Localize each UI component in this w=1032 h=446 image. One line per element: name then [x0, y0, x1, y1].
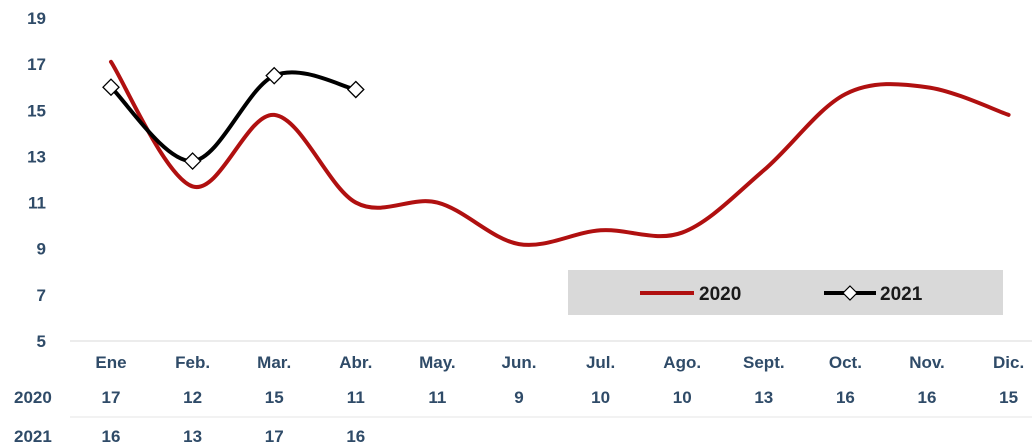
x-category-label: Jul.: [586, 353, 615, 372]
data-table-cell: 16: [836, 388, 855, 407]
data-table-row-label: 2021: [14, 427, 52, 446]
y-tick-label: 17: [27, 55, 46, 74]
data-point-2021: [102, 78, 120, 97]
data-table-row-label: 2020: [14, 388, 52, 407]
data-table-cell: 9: [514, 388, 523, 407]
x-category-label: May.: [419, 353, 456, 372]
data-table-cell: 17: [265, 427, 284, 446]
y-tick-label: 19: [27, 9, 46, 28]
x-category-label: Dic.: [993, 353, 1024, 372]
series-line-2020: [109, 59, 1011, 247]
data-table-cell: 15: [999, 388, 1018, 407]
data-table: 2020 17 12 15 11 11 9 10 10 13 16 16 15 2021 16 13 17 16: [14, 388, 1032, 446]
x-category-label: Sept.: [743, 353, 785, 372]
y-tick-label: 13: [27, 147, 46, 166]
data-table-cell: 10: [673, 388, 692, 407]
x-axis-categories: Ene Feb. Mar. Abr. May. Jun. Jul. Ago. Sept. Oct.…: [95, 353, 1024, 372]
data-table-cell: 13: [754, 388, 773, 407]
data-point-2021: [265, 66, 284, 85]
x-category-label: Ene: [95, 353, 126, 372]
x-category-label: Nov.: [909, 353, 945, 372]
data-table-cell: 15: [265, 388, 284, 407]
y-tick-label: 5: [37, 332, 46, 351]
legend-marker-2021: [842, 285, 858, 301]
y-tick-label: 9: [37, 240, 46, 259]
data-point-2021: [346, 80, 365, 99]
data-point-2021: [183, 152, 202, 170]
x-category-label: Feb.: [175, 353, 210, 372]
legend-label-2021: 2021: [880, 284, 923, 305]
data-table-cell: 17: [102, 388, 121, 407]
x-category-label: Oct.: [829, 353, 862, 372]
x-category-label: Mar.: [257, 353, 291, 372]
x-category-label: Jun.: [502, 353, 537, 372]
data-table-cell: 11: [347, 388, 365, 407]
data-table-cell: 12: [183, 388, 202, 407]
legend-box: [568, 270, 1003, 315]
x-category-label: Ago.: [663, 353, 701, 372]
series-line-2021: [109, 70, 358, 164]
y-axis: 19 17 15 13 11 9 7 5: [27, 9, 46, 351]
x-category-label: Abr.: [339, 353, 372, 372]
data-table-cell: 16: [346, 427, 365, 446]
y-tick-label: 7: [37, 286, 46, 305]
data-table-cell: 11: [428, 388, 446, 407]
data-table-cell: 13: [183, 427, 202, 446]
y-tick-label: 15: [27, 101, 46, 120]
data-table-cell: 10: [591, 388, 610, 407]
series-lines: [109, 59, 1011, 247]
data-table-cell: 16: [918, 388, 937, 407]
series-markers: [102, 66, 365, 170]
legend-label-2020: 2020: [699, 284, 741, 305]
y-tick-label: 11: [28, 194, 46, 213]
legend: 2020 2021: [568, 270, 1003, 315]
data-table-cell: 16: [102, 427, 121, 446]
